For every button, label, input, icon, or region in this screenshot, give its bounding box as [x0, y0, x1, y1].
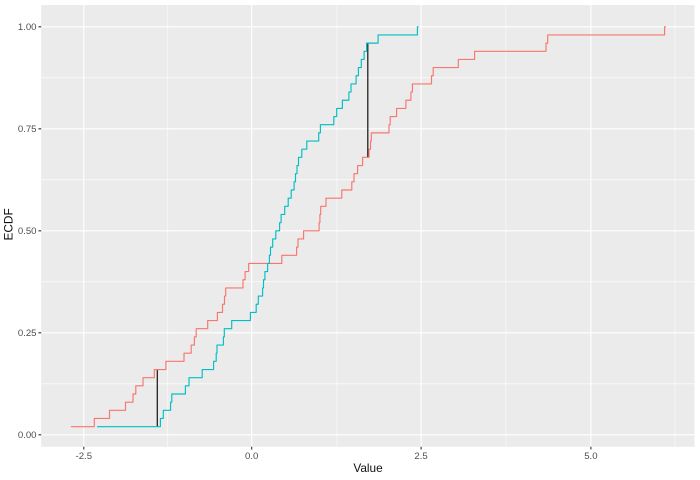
svg-text:Value: Value — [353, 461, 383, 475]
svg-text:ECDF: ECDF — [2, 208, 16, 240]
svg-text:0.00: 0.00 — [18, 430, 37, 441]
svg-text:0.50: 0.50 — [18, 226, 37, 237]
svg-text:1.00: 1.00 — [18, 22, 37, 33]
svg-text:0.75: 0.75 — [18, 124, 37, 135]
svg-text:5.0: 5.0 — [584, 451, 597, 462]
svg-text:-2.5: -2.5 — [76, 451, 93, 462]
svg-text:0.0: 0.0 — [245, 451, 258, 462]
svg-text:0.25: 0.25 — [18, 328, 37, 339]
svg-text:2.5: 2.5 — [414, 451, 427, 462]
